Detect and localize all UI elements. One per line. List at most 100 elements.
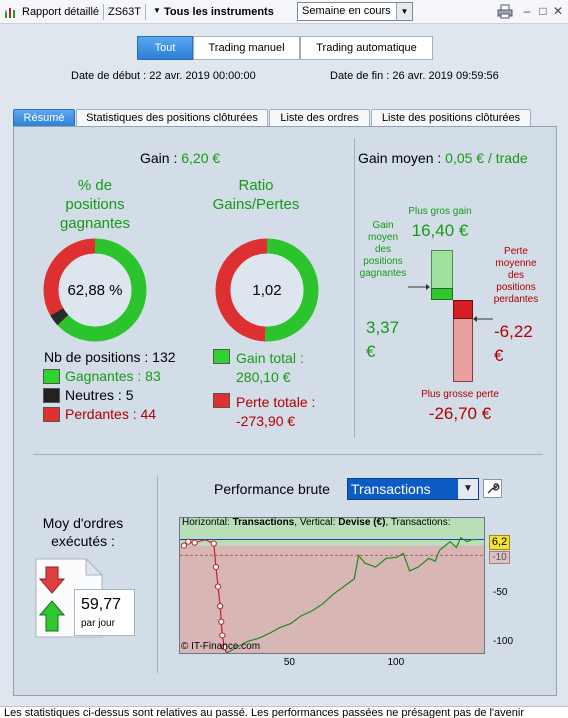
y-tick-label: -50 xyxy=(493,587,508,599)
avg-losing-label: Perte moyenne des positions perdantes xyxy=(487,246,545,306)
close-icon[interactable]: ✕ xyxy=(552,4,564,18)
performance-title: Performance brute xyxy=(214,481,330,497)
data-point xyxy=(217,603,224,610)
chart-watermark: © IT-Finance.com xyxy=(181,641,261,652)
data-point xyxy=(219,632,226,639)
avg-losing-bar xyxy=(453,300,473,319)
horizontal-divider xyxy=(33,454,543,455)
arrow-down-icon xyxy=(38,566,66,594)
profit-zone xyxy=(180,518,484,546)
tab-closed-position-list[interactable]: Liste des positions clôturées xyxy=(371,109,531,127)
ratio-donut xyxy=(215,238,319,342)
avg-losing-label-line: Perte xyxy=(504,246,528,257)
avg-losing-label-line: positions xyxy=(496,282,536,293)
avg-losing-value-line: € xyxy=(494,346,504,365)
avg-losing-value-line: -6,22 xyxy=(494,322,533,341)
data-point xyxy=(191,539,198,546)
title-bar: Rapport détaillé ZS63T ▼ Tous les instru… xyxy=(0,0,568,24)
win-rate-title-line: gagnantes xyxy=(59,215,131,232)
arrow-left-icon xyxy=(473,316,493,322)
avg-winning-label: Gain moyen des positions gagnantes xyxy=(356,220,410,280)
wrench-icon[interactable] xyxy=(483,479,502,498)
performance-chart xyxy=(179,517,485,654)
symbol-selector[interactable]: ZS63T xyxy=(108,6,142,18)
data-point xyxy=(214,583,222,590)
neutrals-swatch xyxy=(43,388,60,403)
marker-value-label: -10 xyxy=(489,551,510,564)
data-point xyxy=(212,563,220,571)
loss-total-swatch xyxy=(213,393,230,408)
print-icon[interactable] xyxy=(497,4,513,19)
loss-total-value: -273,90 € xyxy=(236,413,296,429)
gain-label: Gain : xyxy=(140,150,182,166)
report-icon xyxy=(5,8,15,18)
chevron-down-icon[interactable]: ▼ xyxy=(458,479,478,499)
period-select[interactable]: Semaine en cours ▼ xyxy=(297,2,413,21)
ratio-value: 1,02 xyxy=(252,282,282,299)
avg-winning-value: 3,37 € xyxy=(366,316,399,364)
tab-summary[interactable]: Résumé xyxy=(13,109,75,127)
gain-total-label: Gain total : xyxy=(236,350,304,366)
orders-title: Moy d'ordres exécutés : xyxy=(30,514,136,550)
filter-auto-button[interactable]: Trading automatique xyxy=(300,36,433,60)
orders-title-line: Moy d'ordres xyxy=(42,515,124,531)
minimize-icon[interactable]: – xyxy=(523,4,531,18)
biggest-loss-value: -26,70 € xyxy=(428,404,492,423)
maximize-icon[interactable]: □ xyxy=(539,4,547,18)
win-rate-title-line: % de xyxy=(77,177,113,194)
nb-positions: Nb de positions : 132 xyxy=(44,349,176,365)
orders-title-line: exécutés : xyxy=(51,533,115,549)
ratio-title-line: Ratio xyxy=(238,177,274,194)
losers-swatch xyxy=(43,407,60,422)
caption-part: Horizontal: xyxy=(182,517,233,528)
avg-losing-label-line: moyenne xyxy=(495,258,537,269)
data-point xyxy=(218,618,225,625)
filter-all-button[interactable]: Tout xyxy=(137,36,193,60)
data-point xyxy=(180,542,188,549)
tab-closed-position-stats[interactable]: Statistiques des positions clôturées xyxy=(76,109,268,127)
current-value-label: 6,2 xyxy=(489,535,510,550)
arrow-right-icon xyxy=(408,284,430,290)
filter-manual-button[interactable]: Trading manuel xyxy=(193,36,300,60)
loss-total-label: Perte totale : xyxy=(236,394,316,410)
chart-caption: Horizontal: Transactions, Vertical: Devi… xyxy=(182,517,450,528)
separator xyxy=(145,4,146,20)
start-date: Date de début : 22 avr. 2019 00:00:00 xyxy=(71,70,256,82)
avg-losing-value: -6,22 € xyxy=(494,320,533,368)
orders-unit: par jour xyxy=(81,618,115,629)
winners-count: Gagnantes : 83 xyxy=(65,368,161,384)
performance-mode-value: Transactions xyxy=(351,481,431,497)
avg-winning-label-line: gagnantes xyxy=(359,268,407,279)
performance-mode-select[interactable]: Transactions ▼ xyxy=(347,478,479,500)
avg-winning-label-line: Gain xyxy=(372,220,394,231)
caret-down-icon[interactable]: ▼ xyxy=(153,6,161,15)
performance-chart-svg xyxy=(180,518,484,653)
instruments-selector[interactable]: Tous les instruments xyxy=(164,6,274,18)
avg-gain-label: Gain moyen : xyxy=(358,150,446,166)
data-point xyxy=(221,644,228,651)
vertical-divider xyxy=(354,138,355,438)
avg-winning-value-line: € xyxy=(366,342,376,361)
end-date: Date de fin : 26 avr. 2019 09:59:56 xyxy=(330,70,499,82)
caption-part: , Transactions: xyxy=(385,517,451,528)
chevron-down-icon[interactable]: ▼ xyxy=(396,3,412,20)
losers-arc xyxy=(43,238,147,342)
avg-winning-label-line: des xyxy=(374,244,392,255)
arrow-up-icon xyxy=(38,600,66,632)
orders-value-box xyxy=(74,589,135,636)
gain-total: Gain total : 280,10 € xyxy=(236,349,304,387)
caption-part: Devise (€) xyxy=(338,517,386,528)
win-rate-donut xyxy=(43,238,147,342)
avg-winning-bar xyxy=(431,288,453,300)
disclaimer-footer: Les statistiques ci-dessus sont relative… xyxy=(0,706,568,718)
avg-winning-value-line: 3,37 xyxy=(366,318,400,337)
separator xyxy=(103,4,104,20)
x-tick-label: 50 xyxy=(283,657,295,668)
avg-gain-heading: Gain moyen : 0,05 € / trade xyxy=(358,150,528,166)
biggest-gain-value: 16,40 € xyxy=(411,221,469,240)
win-rate-title-line: positions xyxy=(65,196,125,213)
vertical-divider xyxy=(157,476,158,673)
y-tick-label: -100 xyxy=(493,636,514,648)
tab-order-list[interactable]: Liste des ordres xyxy=(269,109,370,127)
report-label: Rapport détaillé xyxy=(22,6,100,18)
